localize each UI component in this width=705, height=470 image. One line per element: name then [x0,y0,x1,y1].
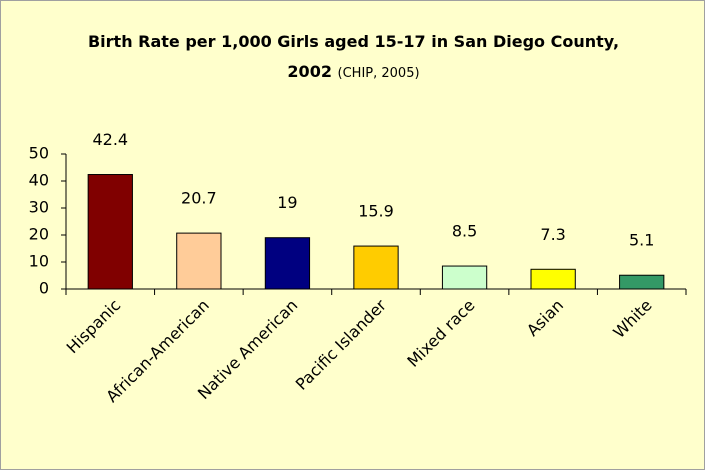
chart-title: Birth Rate per 1,000 Girls aged 15-17 in… [87,32,620,81]
value-label: 20.7 [181,189,217,208]
bar [176,232,222,290]
y-tick-label: 50 [29,144,49,163]
y-tick-label: 30 [29,198,49,217]
x-tick-label: Pacific Islander [292,295,391,394]
value-label: 15.9 [358,202,394,221]
x-tick-label: Mixed race [403,296,478,371]
y-tick-label: 0 [39,279,49,298]
value-label: 5.1 [629,231,654,250]
bar [619,274,665,290]
x-tick-label: Asian [523,296,567,340]
x-tick-label: White [609,296,655,342]
bar [353,245,399,290]
value-label: 7.3 [540,225,565,244]
chart-title-block: Birth Rate per 1,000 Girls aged 15-17 in… [71,27,636,89]
chart-subtitle: (CHIP, 2005) [337,66,420,81]
bar [264,237,311,290]
bar [87,174,133,290]
y-tick-label: 10 [29,252,49,271]
value-label: 19 [277,193,297,212]
y-tick-label: 20 [29,225,49,244]
y-tick-label: 40 [29,171,49,190]
bar [530,268,576,290]
bar [441,265,488,290]
x-tick-label: Hispanic [63,296,125,358]
value-label: 42.4 [92,130,128,149]
value-label: 8.5 [452,222,477,241]
